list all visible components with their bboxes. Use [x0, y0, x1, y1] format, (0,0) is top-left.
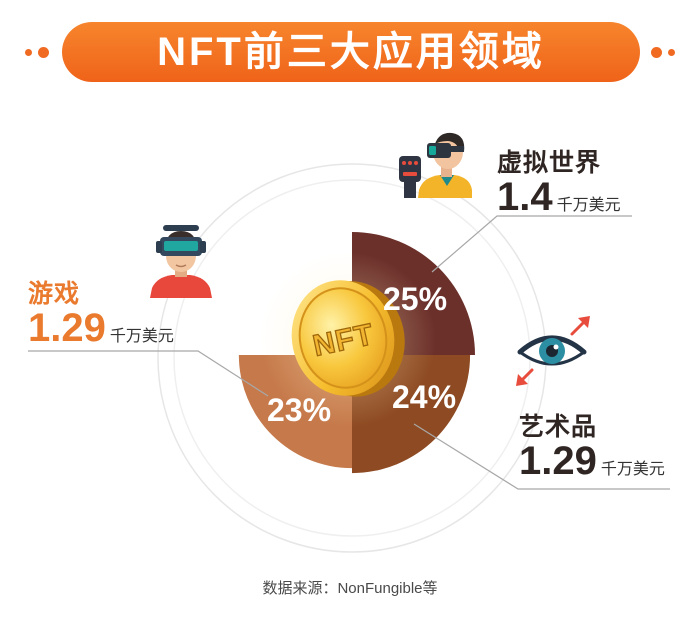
- amount-unit: 千万美元: [109, 328, 174, 345]
- amount-row-art: 1.29 千万美元: [519, 441, 665, 481]
- vr-glove: [399, 156, 421, 182]
- shirt: [418, 175, 472, 198]
- glove-sensor: [414, 161, 418, 165]
- callout-virtual-world: 虚拟世界 1.4 千万美元: [497, 149, 621, 217]
- shirt: [150, 275, 212, 298]
- callout-art: 艺术品 1.29 千万美元: [519, 413, 665, 481]
- arrow-up-right-head: [578, 316, 590, 328]
- category-label-gaming: 游戏: [28, 280, 81, 308]
- leader-lines: [28, 215, 670, 490]
- headset-side-left: [156, 241, 162, 253]
- neck: [441, 166, 452, 177]
- callout-gaming: 游戏 1.29 千万美元: [28, 280, 174, 348]
- page-title: NFT前三大应用领域: [157, 30, 545, 74]
- category-label-virtual-world: 虚拟世界: [497, 149, 602, 177]
- amount-row-virtual-world: 1.4 千万美元: [497, 177, 621, 217]
- collar: [440, 175, 454, 186]
- arrow-down-left-head: [516, 374, 528, 386]
- eye-icon: [516, 316, 590, 386]
- headset-visor: [164, 241, 198, 251]
- banner-dot-left-small: [25, 49, 32, 56]
- coin-face: [298, 287, 388, 389]
- banner-dot-right-large: [651, 47, 662, 58]
- vr-headset-gamer-icon: [150, 225, 212, 298]
- mouth: [175, 264, 187, 268]
- category-label-art: 艺术品: [519, 413, 598, 441]
- data-label-gaming: 23%: [267, 392, 331, 428]
- headset-lens: [429, 146, 436, 155]
- amount-value-art: 1.29: [519, 439, 597, 483]
- leader-line-virtual-world: [431, 215, 632, 273]
- headset-band: [163, 225, 199, 231]
- headset-side-right: [200, 241, 206, 253]
- amount-row-gaming: 1.29 千万美元: [28, 308, 174, 348]
- glove-band: [403, 172, 417, 176]
- hair: [435, 132, 465, 152]
- headset-strap: [450, 146, 464, 152]
- leader-line-gaming: [28, 350, 269, 397]
- eye-highlight: [553, 344, 559, 350]
- forearm: [404, 180, 416, 198]
- leader-line-art: [413, 423, 670, 490]
- nft-coin: NFT: [291, 280, 405, 397]
- banner-dot-right-small: [668, 49, 675, 56]
- amount-unit: 千万美元: [556, 197, 621, 214]
- data-label-art: 24%: [392, 379, 456, 415]
- data-source: 数据来源：NonFungible等: [262, 580, 438, 597]
- vr-user-with-glove-icon: [399, 132, 472, 198]
- amount-value-virtual-world: 1.4: [497, 175, 553, 219]
- glove-sensor: [408, 161, 412, 165]
- amount-unit: 千万美元: [600, 461, 665, 478]
- amount-value-gaming: 1.29: [28, 306, 106, 350]
- data-label-virtual-world: 25%: [383, 281, 447, 317]
- title-banner: NFT前三大应用领域: [62, 22, 640, 82]
- glove-sensor: [402, 161, 406, 165]
- banner-dot-left-large: [38, 47, 49, 58]
